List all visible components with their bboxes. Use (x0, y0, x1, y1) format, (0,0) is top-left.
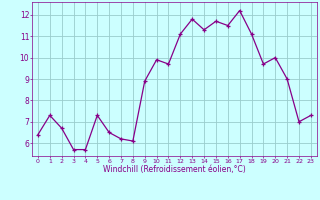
X-axis label: Windchill (Refroidissement éolien,°C): Windchill (Refroidissement éolien,°C) (103, 165, 246, 174)
